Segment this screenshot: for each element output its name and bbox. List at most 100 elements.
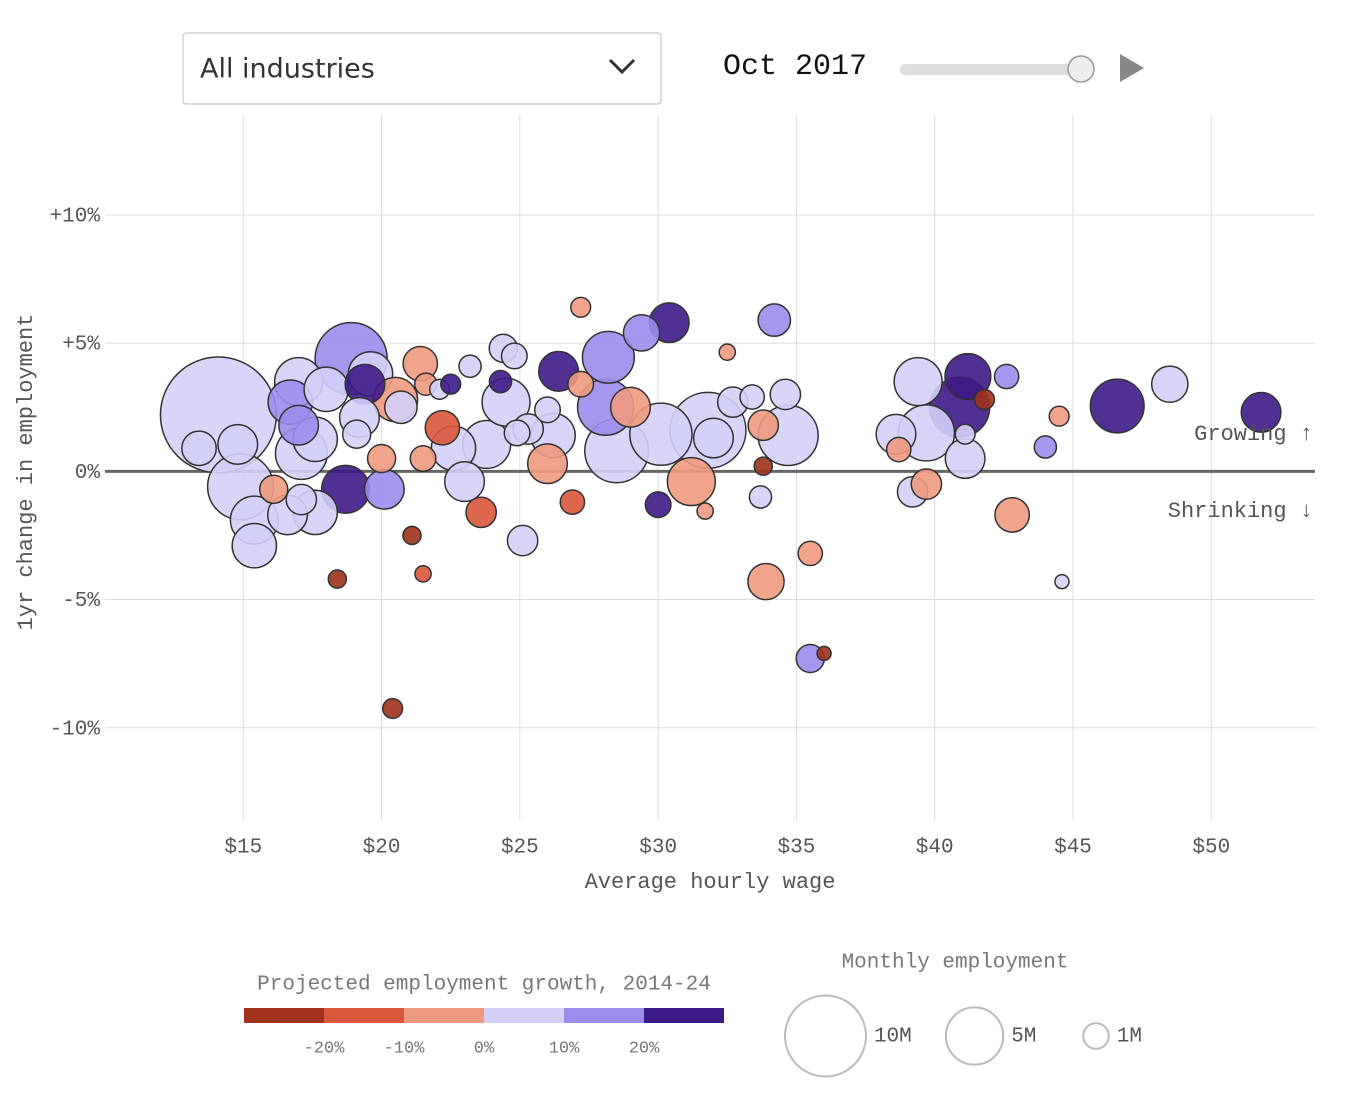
bubble: [341, 419, 372, 449]
color-tick-label: 20%: [629, 1039, 660, 1058]
bubble: [748, 485, 773, 509]
x-tick-label: $45: [1054, 837, 1092, 860]
bubble: [1240, 391, 1282, 433]
color-swatch: [324, 1008, 404, 1023]
bubble: [696, 502, 715, 520]
color-swatch: [484, 1008, 564, 1023]
color-tick-label: 10%: [549, 1039, 580, 1058]
bubble: [278, 404, 320, 446]
dropdown[interactable]: [182, 32, 662, 105]
bubble: [1150, 365, 1189, 404]
bubble: [954, 423, 976, 445]
color-swatch: [404, 1008, 484, 1023]
bubble: [533, 396, 562, 424]
y-tick-label: -10%: [50, 718, 101, 741]
bubble: [409, 444, 437, 473]
bubble: [644, 491, 672, 519]
bubble: [994, 497, 1031, 533]
bubble: [570, 296, 592, 318]
bubble: [692, 417, 735, 459]
slider-track[interactable]: [900, 64, 1082, 75]
color-tick-label: -20%: [304, 1039, 346, 1058]
x-tick-label: $25: [501, 837, 539, 860]
bubble: [458, 354, 482, 379]
y-tick-label: +5%: [62, 334, 100, 357]
color-swatch: [244, 1008, 324, 1023]
bubble: [910, 468, 943, 501]
bubble: [506, 524, 539, 557]
bubble: [366, 443, 397, 474]
bubble: [231, 522, 278, 569]
bubble: [816, 645, 832, 662]
x-tick-label: $40: [916, 837, 954, 860]
bubble: [559, 489, 586, 516]
bubble: [285, 483, 318, 516]
bubble: [609, 386, 652, 428]
x-tick-label: $50: [1192, 837, 1230, 860]
bubble: [567, 370, 595, 398]
dropdown-label: All industries: [200, 54, 375, 85]
bubble: [503, 419, 531, 447]
y-tick-label: +10%: [50, 206, 101, 229]
size-legend-circle: [784, 994, 867, 1078]
y-tick-label: -5%: [62, 590, 100, 613]
color-tick-label: -10%: [384, 1039, 426, 1058]
dropdown-arrow: [608, 58, 636, 75]
bubble: [622, 314, 661, 352]
bubble: [753, 456, 774, 477]
bubble: [181, 430, 217, 467]
bubble: [893, 356, 943, 407]
slider-handle[interactable]: [1067, 55, 1095, 83]
shrinking-annotation: Shrinking ↓: [1168, 499, 1313, 524]
play-button[interactable]: [1120, 54, 1144, 82]
y-tick-label: 0%: [75, 462, 101, 485]
x-tick-label: $35: [778, 837, 816, 860]
bubble: [581, 330, 636, 384]
size-legend-label: 10M: [874, 1026, 912, 1049]
bubble: [797, 540, 824, 567]
bubble: [488, 369, 513, 394]
size-legend-circle: [1082, 1022, 1110, 1050]
bubble: [973, 388, 996, 411]
size-legend-label: 5M: [1011, 1026, 1036, 1049]
bubble: [303, 366, 350, 413]
bubble: [666, 456, 717, 507]
size-legend-label: 1M: [1117, 1026, 1142, 1049]
bubble: [217, 423, 259, 466]
bubble: [500, 342, 528, 370]
size-legend-circle: [944, 1006, 1005, 1066]
bubble: [381, 697, 404, 720]
bubble: [402, 525, 422, 546]
bubble: [747, 562, 785, 601]
bubble: [1089, 378, 1145, 434]
x-axis-label: Average hourly wage: [585, 870, 836, 895]
bubble: [443, 461, 486, 503]
bubble: [757, 303, 792, 338]
bubble: [944, 352, 992, 401]
bubble: [327, 569, 348, 589]
bubble: [769, 378, 802, 411]
bubble: [424, 409, 461, 446]
bubble: [739, 384, 766, 410]
bubble: [1033, 435, 1058, 459]
bubble: [1048, 405, 1070, 427]
bubble: [747, 409, 780, 442]
date-label: Oct 2017: [723, 50, 867, 84]
color-tick-label: 0%: [474, 1039, 495, 1058]
bubble: [718, 343, 737, 361]
bubble: [993, 363, 1020, 390]
x-tick-label: $20: [363, 837, 401, 860]
bubble: [440, 373, 462, 395]
bubble: [383, 390, 418, 425]
bubble: [414, 565, 432, 583]
bubble: [526, 443, 569, 485]
x-tick-label: $30: [639, 837, 677, 860]
color-legend-title: Projected employment growth, 2014-24: [257, 974, 711, 997]
bubble: [885, 436, 912, 463]
bubble: [1054, 573, 1070, 590]
bubble: [363, 468, 405, 510]
bubble: [465, 496, 498, 529]
x-tick-label: $15: [224, 837, 262, 860]
